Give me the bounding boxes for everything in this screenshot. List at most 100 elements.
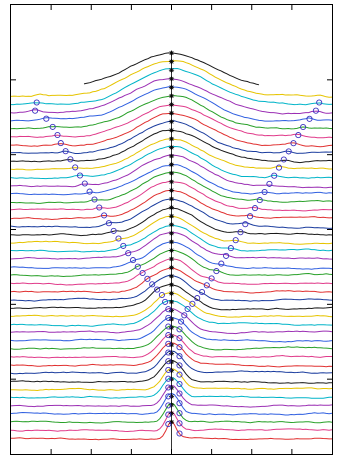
center-asterisk-marker-26 (168, 265, 175, 271)
left-peak-marker-25 (149, 281, 156, 288)
right-peak-marker-2 (312, 107, 319, 114)
left-peak-marker-18 (115, 235, 122, 242)
left-peak-marker-3 (43, 115, 50, 122)
left-peak-marker-9 (72, 164, 79, 171)
left-peak-marker-32 (165, 332, 172, 339)
center-asterisk-marker-19 (168, 204, 175, 211)
right-peak-marker-13 (256, 197, 263, 204)
left-peak-marker-28 (162, 298, 169, 305)
right-peak-marker-35 (176, 362, 183, 369)
center-asterisk-marker-17 (168, 187, 175, 193)
right-peak-marker-4 (300, 123, 307, 131)
right-peak-marker-27 (189, 300, 196, 307)
right-peak-marker-40 (176, 410, 183, 417)
right-peak-marker-24 (203, 282, 210, 289)
center-asterisk-marker-12 (168, 144, 175, 151)
center-asterisk-marker-1 (168, 50, 175, 56)
right-peak-marker-28 (184, 305, 191, 313)
left-peak-marker-2 (32, 107, 39, 114)
center-asterisk-marker-10 (168, 127, 175, 133)
left-peak-marker-16 (105, 220, 112, 227)
left-peak-marker-34 (165, 349, 172, 356)
center-asterisk-marker-8 (168, 110, 175, 116)
tick-layer (11, 5, 332, 454)
center-asterisk-marker-20 (168, 213, 175, 219)
center-asterisk-marker-34 (168, 333, 175, 339)
right-peak-marker-12 (261, 188, 268, 196)
right-peak-marker-30 (178, 318, 185, 325)
right-peak-marker-19 (227, 245, 234, 252)
center-asterisk-marker-9 (168, 119, 175, 125)
left-peak-marker-6 (57, 140, 64, 147)
right-peak-marker-20 (223, 252, 230, 259)
center-asterisk-marker-28 (168, 282, 175, 288)
right-peak-marker-8 (280, 156, 287, 163)
center-asterisk-marker-14 (168, 162, 175, 168)
center-asterisk-marker-33 (168, 325, 175, 331)
left-peak-marker-37 (165, 375, 172, 382)
left-peak-marker-31 (165, 323, 172, 330)
left-peak-marker-1 (33, 99, 40, 106)
center-asterisk-marker-16 (168, 179, 175, 185)
left-peak-marker-8 (67, 156, 74, 163)
left-peak-marker-24 (144, 275, 151, 282)
right-peak-marker-16 (242, 221, 249, 228)
left-peak-marker-20 (125, 250, 132, 257)
left-peak-marker-4 (49, 123, 56, 130)
left-peak-marker-5 (54, 131, 61, 139)
right-peak-marker-33 (176, 344, 183, 351)
right-peak-marker-3 (306, 115, 313, 122)
center-asterisk-marker-32 (168, 316, 175, 322)
right-peak-marker-15 (247, 213, 254, 220)
right-peak-marker-1 (316, 99, 323, 106)
left-peak-marker-23 (139, 269, 146, 277)
center-asterisk-marker-36 (168, 350, 175, 357)
left-peak-marker-17 (110, 227, 117, 234)
left-peak-marker-26 (154, 286, 161, 293)
center-asterisk-marker-21 (168, 222, 175, 228)
left-peak-marker-13 (91, 196, 98, 203)
right-peak-marker-34 (176, 353, 183, 360)
center-asterisk-marker-27 (168, 273, 175, 279)
right-peak-marker-25 (198, 288, 206, 296)
right-peak-marker-21 (218, 260, 225, 267)
right-peak-marker-14 (251, 205, 259, 212)
right-peak-marker-41 (176, 420, 183, 427)
left-peak-marker-38 (165, 384, 172, 391)
left-peak-marker-7 (62, 148, 69, 155)
left-peak-marker-22 (134, 263, 141, 270)
center-asterisk-marker-13 (168, 153, 175, 159)
left-peak-marker-35 (165, 358, 172, 365)
center-asterisk-marker-6 (168, 93, 175, 99)
right-peak-marker-36 (176, 371, 183, 378)
right-peak-marker-38 (176, 390, 183, 397)
center-asterisk-marker-4 (168, 76, 175, 82)
center-asterisk-marker-11 (168, 136, 175, 142)
right-peak-marker-26 (194, 295, 201, 302)
left-peak-marker-10 (76, 172, 84, 179)
center-asterisk-marker-24 (168, 247, 175, 254)
left-peak-marker-29 (165, 306, 172, 313)
left-peak-marker-12 (86, 188, 93, 195)
left-peak-marker-15 (101, 212, 108, 219)
center-asterisk-marker-23 (168, 239, 175, 245)
left-peak-marker-42 (165, 421, 172, 428)
center-asterisk-marker-35 (168, 342, 175, 348)
axes-frame (10, 4, 333, 455)
left-peak-marker-11 (81, 180, 88, 187)
center-asterisk-marker-25 (168, 256, 175, 262)
right-peak-marker-18 (232, 237, 239, 244)
right-peak-marker-11 (266, 180, 273, 187)
right-peak-marker-7 (285, 148, 292, 155)
center-asterisk-marker-3 (168, 67, 175, 73)
right-peak-marker-22 (213, 268, 220, 275)
center-asterisk-marker-5 (168, 84, 175, 90)
center-asterisk-marker-29 (168, 290, 175, 296)
center-asterisk-marker-15 (168, 170, 175, 176)
center-asterisk-marker-2 (168, 59, 175, 65)
left-peak-marker-19 (120, 242, 127, 249)
left-peak-marker-27 (158, 291, 165, 299)
right-peak-marker-37 (176, 380, 183, 388)
right-peak-marker-42 (176, 430, 183, 437)
left-peak-marker-30 (165, 314, 172, 321)
